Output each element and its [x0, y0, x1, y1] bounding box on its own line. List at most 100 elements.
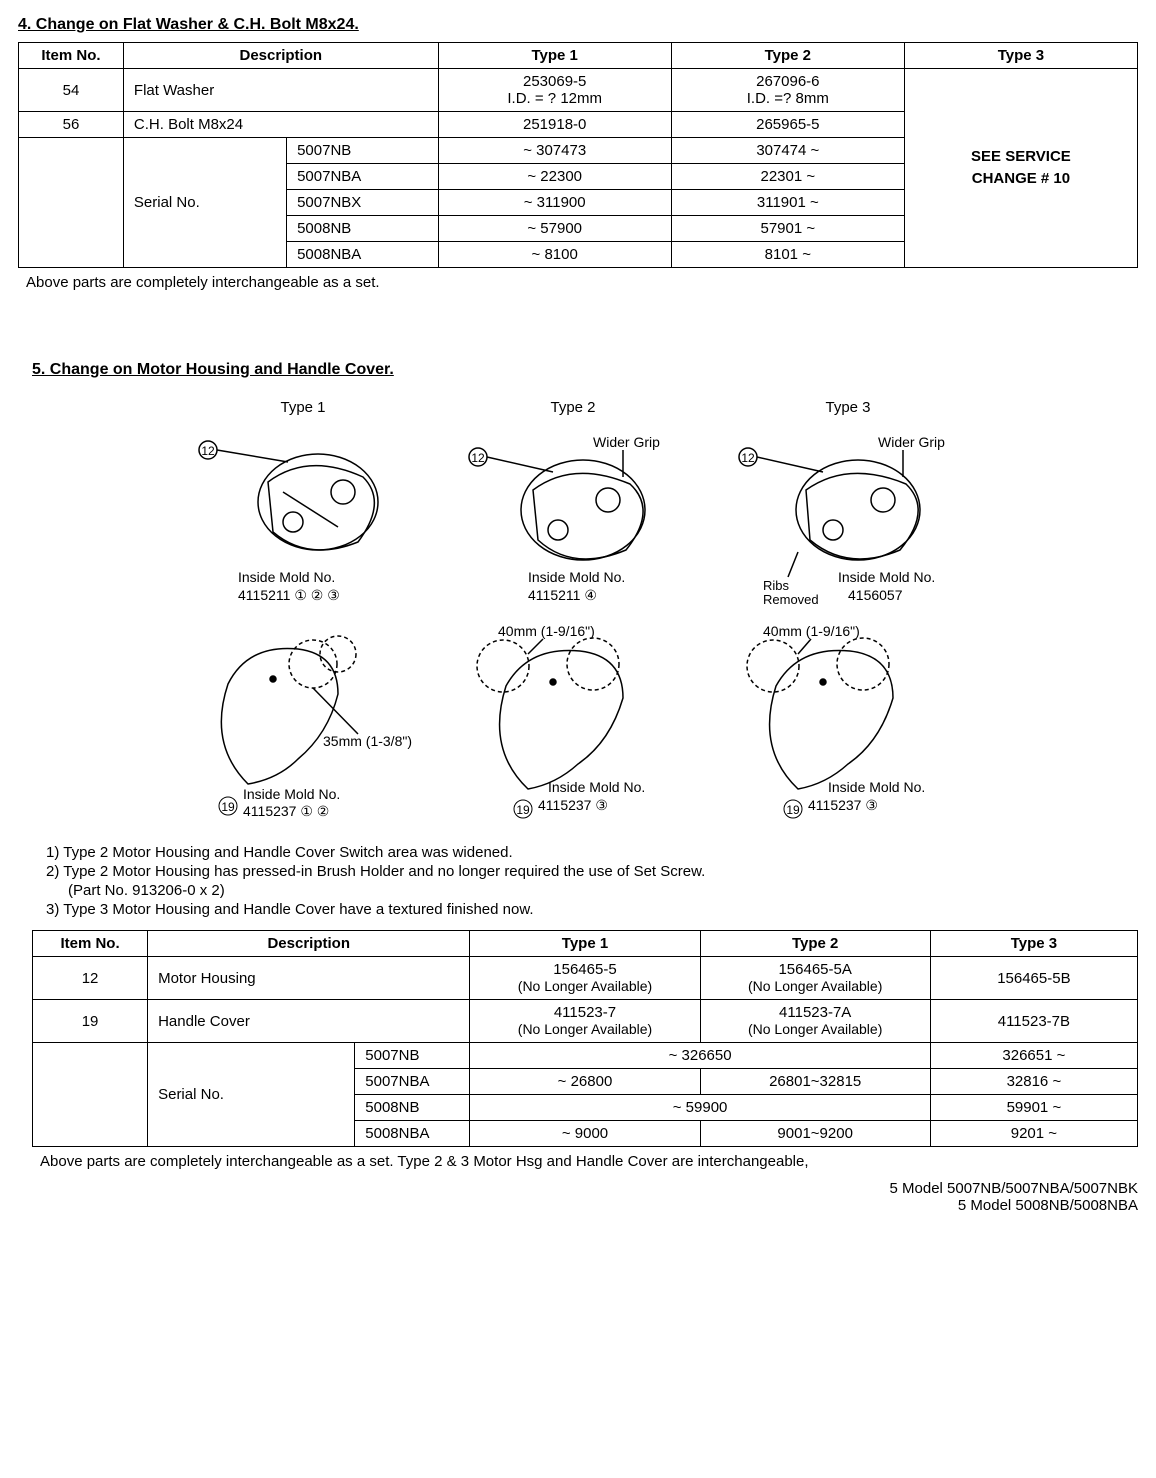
- diagram-type2-title: Type 2: [550, 399, 595, 416]
- part-no: 267096-6: [756, 73, 819, 90]
- cell-type1: ~ 26800: [470, 1069, 700, 1095]
- cell-type2: 9001~9200: [700, 1121, 930, 1147]
- col-type2: Type 2: [700, 931, 930, 957]
- cell-desc: C.H. Bolt M8x24: [123, 112, 438, 138]
- cell-type3: 411523-7B: [930, 1000, 1137, 1043]
- col-type3: Type 3: [930, 931, 1137, 957]
- type3-handle-dim: 40mm (1-9/16"): [763, 624, 860, 639]
- col-type1: Type 1: [470, 931, 700, 957]
- cell-type2: 57901 ~: [671, 216, 904, 242]
- section5-table: Item No. Description Type 1 Type 2 Type …: [32, 930, 1138, 1147]
- wider-grip-label: Wider Grip: [878, 434, 945, 450]
- diagram-col-type2: Type 2 Wider Grip 12 Inside Mold No. 411…: [458, 399, 688, 824]
- see-service-cell: SEE SERVICE CHANGE # 10: [904, 69, 1137, 268]
- section5-change-notes: 1) Type 2 Motor Housing and Handle Cover…: [46, 844, 1138, 918]
- cell-type1: 411523-7 (No Longer Available): [470, 1000, 700, 1043]
- part-no: 156465-5: [553, 961, 616, 978]
- diagram-col-type3: Type 3 Wider Grip 12 Ribs Removed Inside…: [728, 399, 968, 824]
- cell-item-no: 54: [19, 69, 124, 112]
- cell-item-no: 12: [33, 957, 148, 1000]
- cell-type2: 22301 ~: [671, 164, 904, 190]
- wider-grip-label: Wider Grip: [593, 434, 660, 450]
- cell-desc: Handle Cover: [148, 1000, 470, 1043]
- serial-no-label: Serial No.: [123, 138, 286, 268]
- table-header-row: Item No. Description Type 1 Type 2 Type …: [19, 43, 1138, 69]
- table-row: 12 Motor Housing 156465-5 (No Longer Ava…: [33, 957, 1138, 1000]
- inside-mold-label: Inside Mold No.: [828, 779, 925, 795]
- cell-model: 5008NB: [287, 216, 439, 242]
- motor-housing-type1-svg: 12 Inside Mold No. 4115211 ① ② ③: [188, 432, 418, 612]
- cell-blank: [33, 1043, 148, 1147]
- cell-type2: 307474 ~: [671, 138, 904, 164]
- serial-no-label: Serial No.: [148, 1043, 355, 1147]
- cell-type1: 156465-5 (No Longer Available): [470, 957, 700, 1000]
- cell-type2: 411523-7A (No Longer Available): [700, 1000, 930, 1043]
- section4-footnote: Above parts are completely interchangeab…: [26, 274, 1138, 291]
- svg-text:19: 19: [221, 800, 235, 814]
- svg-text:12: 12: [741, 451, 755, 465]
- cell-item-no: 19: [33, 1000, 148, 1043]
- motor-housing-type3-svg: Wider Grip 12 Ribs Removed Inside Mold N…: [728, 432, 968, 612]
- availability: (No Longer Available): [518, 1021, 652, 1037]
- cell-model: 5008NBA: [355, 1121, 470, 1147]
- cell-blank: [19, 138, 124, 268]
- table-row: Serial No. 5007NB ~ 326650 326651 ~: [33, 1043, 1138, 1069]
- section4-table: Item No. Description Type 1 Type 2 Type …: [18, 42, 1138, 268]
- cell-model: 5007NB: [287, 138, 439, 164]
- section4-title: 4. Change on Flat Washer & C.H. Bolt M8x…: [18, 16, 1138, 34]
- motor-housing-type2-svg: Wider Grip 12 Inside Mold No. 4115211 ④: [458, 432, 688, 612]
- type3-housing-mold: 4156057: [848, 587, 903, 603]
- table-row: 54 Flat Washer 253069-5 I.D. = ? 12mm 26…: [19, 69, 1138, 112]
- note-2b: (Part No. 913206-0 x 2): [68, 882, 1138, 899]
- note-3: 3) Type 3 Motor Housing and Handle Cover…: [46, 901, 1138, 918]
- id-dim: I.D. = ? 12mm: [507, 90, 602, 107]
- diagram-row: Type 1 12 Inside Mold No. 4115211 ① ② ③: [18, 399, 1138, 824]
- cell-type2: 8101 ~: [671, 242, 904, 268]
- inside-mold-label: Inside Mold No.: [838, 569, 935, 585]
- cell-type1: ~ 311900: [438, 190, 671, 216]
- cell-model: 5007NB: [355, 1043, 470, 1069]
- cell-model: 5007NBA: [287, 164, 439, 190]
- cell-type2: 265965-5: [671, 112, 904, 138]
- svg-text:12: 12: [201, 444, 215, 458]
- type3-handle-mold: 4115237 ③: [808, 797, 878, 813]
- service-line1: SEE SERVICE: [971, 148, 1071, 165]
- type2-housing-mold: 4115211 ④: [528, 587, 597, 603]
- cell-model: 5007NBA: [355, 1069, 470, 1095]
- col-description: Description: [148, 931, 470, 957]
- cell-type1: ~ 8100: [438, 242, 671, 268]
- cell-type1: 253069-5 I.D. = ? 12mm: [438, 69, 671, 112]
- part-no: 411523-7: [554, 1004, 616, 1021]
- handle-cover-type1-svg: 35mm (1-3/8") 19 Inside Mold No. 4115237…: [188, 624, 418, 824]
- col-type1: Type 1: [438, 43, 671, 69]
- part-no: 156465-5A: [778, 961, 851, 978]
- handle-cover-type2-svg: 40mm (1-9/16") 19 Inside Mold No. 411523…: [458, 624, 688, 824]
- col-item-no: Item No.: [33, 931, 148, 957]
- footer-model-line2: 5 Model 5008NB/5008NBA: [18, 1197, 1138, 1214]
- cell-type2: 26801~32815: [700, 1069, 930, 1095]
- inside-mold-label: Inside Mold No.: [548, 779, 645, 795]
- cell-type1: 251918-0: [438, 112, 671, 138]
- inside-mold-label: Inside Mold No.: [243, 786, 340, 802]
- cell-type1: ~ 57900: [438, 216, 671, 242]
- cell-type3: 9201 ~: [930, 1121, 1137, 1147]
- col-description: Description: [123, 43, 438, 69]
- cell-type2: 311901 ~: [671, 190, 904, 216]
- availability: (No Longer Available): [748, 1021, 882, 1037]
- note-2: 2) Type 2 Motor Housing has pressed-in B…: [46, 863, 1138, 880]
- id-dim: I.D. =? 8mm: [747, 90, 829, 107]
- type2-handle-mold: 4115237 ③: [538, 797, 608, 813]
- section5-title: 5. Change on Motor Housing and Handle Co…: [32, 361, 1138, 379]
- cell-type2: 267096-6 I.D. =? 8mm: [671, 69, 904, 112]
- diagram-type1-title: Type 1: [280, 399, 325, 416]
- col-type3: Type 3: [904, 43, 1137, 69]
- note-1: 1) Type 2 Motor Housing and Handle Cover…: [46, 844, 1138, 861]
- cell-model: 5008NB: [355, 1095, 470, 1121]
- diagram-type3-title: Type 3: [825, 399, 870, 416]
- type1-handle-dim: 35mm (1-3/8"): [323, 733, 412, 749]
- availability: (No Longer Available): [748, 978, 882, 994]
- cell-type1: ~ 9000: [470, 1121, 700, 1147]
- availability: (No Longer Available): [518, 978, 652, 994]
- cell-type1: ~ 307473: [438, 138, 671, 164]
- part-no: 411523-7A: [779, 1004, 851, 1021]
